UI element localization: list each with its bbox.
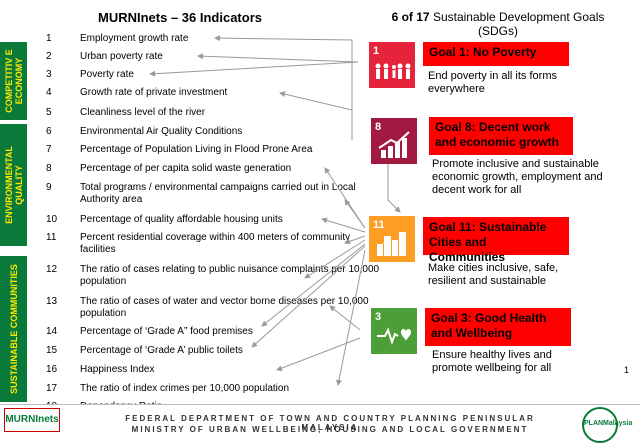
planmalaysia-seal: PLANMalaysia bbox=[582, 407, 632, 443]
sdg-title: 6 of 17 Sustainable Development Goals (S… bbox=[383, 10, 613, 38]
indicator-number: 1 bbox=[46, 33, 52, 44]
indicator-text: Percentage of ‘Grade A’ public toilets bbox=[80, 345, 243, 356]
sdg-title-line2: (SDGs) bbox=[478, 24, 518, 38]
sdg1-icon: 1 bbox=[369, 42, 415, 88]
indicators-title: MURNInets – 36 Indicators bbox=[98, 10, 262, 25]
connector-goal11-ind12 bbox=[304, 239, 366, 279]
indicator-number: 15 bbox=[46, 345, 58, 356]
indicator-text: Percent residential coverage within 400 … bbox=[80, 232, 351, 255]
indicator-number: 4 bbox=[46, 87, 52, 98]
indicator-text: Percentage of quality affordable housing… bbox=[80, 214, 283, 225]
connector-goal8-ind1 bbox=[214, 35, 353, 140]
sdg3-icon-number: 3 bbox=[375, 311, 382, 323]
indicator-text: Growth rate of private investment bbox=[80, 87, 228, 98]
sdg11-icon: 11 bbox=[369, 216, 415, 262]
indicator-number: 17 bbox=[46, 383, 58, 394]
murninets-logo: MURNInets bbox=[4, 408, 60, 432]
sdg8-icon-number: 8 bbox=[375, 121, 382, 133]
section-environmental-quality: ENVIRONMENTAL QUALITY bbox=[0, 124, 27, 246]
connector-goal11-ind14 bbox=[261, 243, 366, 327]
sdg-title-text: Sustainable Development Goals bbox=[429, 10, 605, 24]
goal11-heading: Goal 11: Sustainable Cities and Communit… bbox=[423, 217, 569, 264]
goal1-heading: Goal 1: No Poverty bbox=[423, 42, 569, 66]
connector-goal11-ind17 bbox=[336, 249, 366, 386]
sdg1-icon-number: 1 bbox=[373, 45, 380, 57]
indicator-text: The ratio of cases relating to public nu… bbox=[80, 264, 380, 287]
indicator-number: 7 bbox=[46, 144, 52, 155]
indicator-number: 12 bbox=[46, 264, 58, 275]
indicator-text: Happiness Index bbox=[80, 364, 155, 375]
goal8-heading: Goal 8: Decent work and economic growth bbox=[429, 117, 573, 155]
connector-goal3-ind16 bbox=[276, 337, 361, 372]
connector-goal11-ind11 bbox=[344, 235, 366, 245]
page-number: 1 bbox=[624, 365, 630, 375]
goal1-description: End poverty in all its forms everywhere bbox=[428, 70, 557, 95]
connector-goal1-ind2 bbox=[197, 53, 359, 63]
indicator-text: Poverty rate bbox=[80, 69, 134, 80]
connector-goal3-ind13 bbox=[329, 305, 361, 331]
indicator-text: Employment growth rate bbox=[80, 33, 189, 44]
connector-goal11-ind15 bbox=[251, 245, 366, 348]
goal3-description: Ensure healthy lives and promote wellbei… bbox=[432, 349, 552, 374]
indicator-text: The ratio of index crimes per 10,000 pop… bbox=[80, 383, 290, 394]
connector-goal8-ind4 bbox=[279, 91, 353, 111]
indicator-number: 13 bbox=[46, 296, 58, 307]
indicator-text: Environmental Air Quality Conditions bbox=[80, 126, 243, 137]
connector-goal1-ind3 bbox=[149, 61, 359, 77]
indicator-text: Urban poverty rate bbox=[80, 51, 163, 62]
sdg-title-count: 6 of 17 bbox=[391, 10, 430, 24]
indicator-number: 11 bbox=[46, 232, 57, 243]
goal3-heading: Goal 3: Good Health and Wellbeing bbox=[425, 308, 571, 346]
sdg11-icon-number: 11 bbox=[373, 219, 385, 231]
indicator-number: 14 bbox=[46, 326, 58, 337]
indicator-number: 10 bbox=[46, 214, 58, 225]
people-icon bbox=[375, 63, 411, 79]
indicator-number: 9 bbox=[46, 182, 52, 193]
indicator-number: 8 bbox=[46, 163, 52, 174]
section-sustainable-communities: SUSTAINABLE COMMUNITIES bbox=[0, 256, 27, 402]
indicator-number: 5 bbox=[46, 107, 52, 118]
indicator-number: 3 bbox=[46, 69, 52, 80]
connector-goal11-ind9 bbox=[344, 199, 366, 229]
indicator-number: 16 bbox=[46, 364, 58, 375]
indicator-number: 2 bbox=[46, 51, 52, 62]
footer bbox=[0, 404, 640, 444]
indicator-text: Total programs / environmental campaigns… bbox=[80, 182, 356, 205]
indicator-text: Percentage of ‘Grade A” food premises bbox=[80, 326, 253, 337]
sdg3-icon: 3 bbox=[371, 308, 417, 354]
city-buildings-icon bbox=[377, 232, 406, 256]
indicator-text: Percentage of per capita solid waste gen… bbox=[80, 163, 292, 174]
connector-goal11-ind10 bbox=[321, 217, 366, 233]
indicator-text: Cleanliness level of the river bbox=[80, 107, 206, 118]
connector-goal8-to-goal11 bbox=[387, 160, 401, 213]
sdg8-icon: 8 bbox=[371, 118, 417, 164]
growth-chart-icon bbox=[378, 131, 410, 158]
section-competitive-economy: COMPETITIV E ECONOMY bbox=[0, 42, 27, 120]
indicator-text: Percentage of Population Living in Flood… bbox=[80, 144, 313, 155]
footer-line1: FEDERAL DEPARTMENT OF TOWN AND COUNTRY P… bbox=[125, 414, 535, 432]
footer-line2: MINISTRY OF URBAN WELLBEING, HOUSING AND… bbox=[131, 425, 529, 434]
indicator-number: 6 bbox=[46, 126, 52, 137]
goal8-description: Promote inclusive and sustainable econom… bbox=[432, 158, 603, 196]
goal11-description: Make cities inclusive, safe, resilient a… bbox=[428, 262, 559, 287]
heartbeat-icon bbox=[377, 327, 411, 345]
indicator-text: The ratio of cases of water and vector b… bbox=[80, 296, 369, 319]
